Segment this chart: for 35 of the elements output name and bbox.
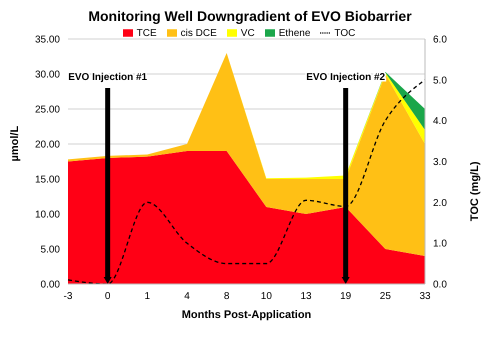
y-tick-label: 20.00 — [34, 140, 60, 151]
legend-label: cis DCE — [180, 28, 217, 39]
y2-tick-label: 0.0 — [433, 280, 448, 291]
y-tick-label: 35.00 — [34, 34, 60, 46]
y-tick-label: 0.00 — [40, 280, 60, 291]
ref-line-label: EVO Injection #1 — [68, 72, 148, 83]
y-axis-title: µmol/L — [8, 126, 21, 162]
y2-tick-label: 1.0 — [433, 238, 448, 250]
x-tick-label: 1 — [144, 291, 151, 302]
legend-label: VC — [240, 28, 255, 39]
x-tick-label: 25 — [380, 291, 392, 302]
x-tick-label: 10 — [260, 291, 272, 302]
y2-tick-label: 6.0 — [433, 34, 448, 46]
x-tick-label: 0 — [104, 291, 111, 302]
x-tick-label: 13 — [300, 291, 312, 302]
y2-tick-label: 5.0 — [433, 75, 448, 86]
x-tick-label: 4 — [184, 291, 190, 302]
x-tick-label: -3 — [64, 291, 73, 302]
y2-tick-label: 4.0 — [433, 116, 448, 128]
legend-label: TCE — [136, 28, 157, 39]
y2-tick-label: 2.0 — [433, 198, 448, 209]
legend-label: TOC — [334, 28, 356, 39]
y-tick-label: 10.00 — [34, 210, 60, 221]
y-tick-label: 25.00 — [34, 104, 60, 116]
x-axis-title: Months Post-Application — [182, 309, 312, 321]
y-tick-label: 15.00 — [34, 174, 60, 186]
x-tick-label: 33 — [419, 291, 431, 302]
x-tick-label: 8 — [224, 291, 230, 302]
chart-title: Monitoring Well Downgradient of EVO Biobarrier — [87, 8, 413, 24]
y-tick-label: 30.00 — [34, 70, 60, 81]
y2-tick-label: 3.0 — [433, 157, 448, 168]
legend-label: Ethene — [278, 28, 310, 39]
y-tick-label: 5.00 — [40, 244, 60, 256]
y2-axis-title: TOC (mg/L) — [468, 161, 481, 222]
x-tick-label: 19 — [340, 291, 352, 302]
